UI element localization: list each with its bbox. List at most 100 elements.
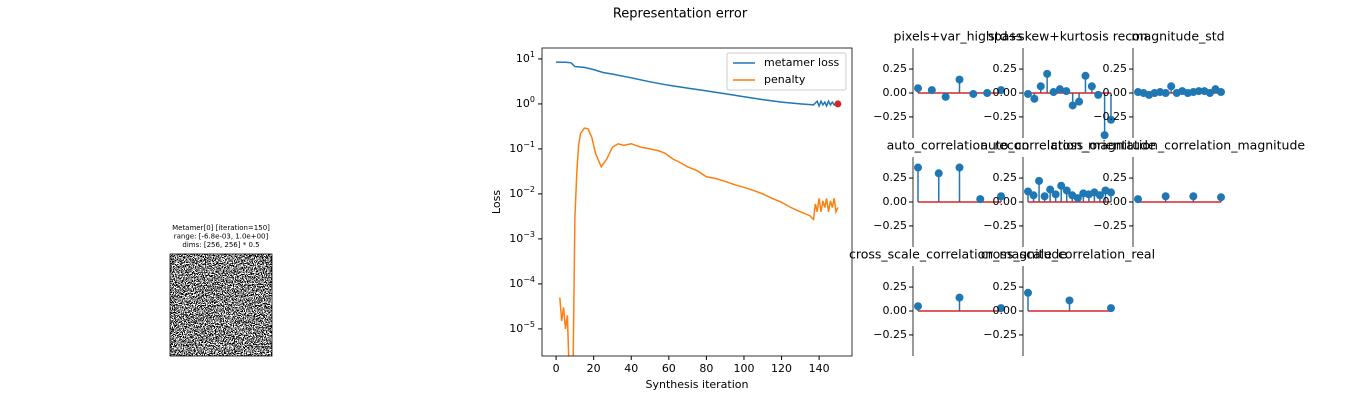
tick-exponent: −2 bbox=[523, 184, 535, 193]
tick-base: 10 bbox=[509, 322, 523, 335]
y-tick-label: 0.25 bbox=[993, 280, 1018, 293]
legend-box bbox=[726, 52, 847, 91]
stem-marker bbox=[1062, 186, 1071, 195]
y-tick-label: 0.25 bbox=[883, 171, 908, 184]
axes-frame bbox=[541, 47, 853, 357]
x-tick-label: 60 bbox=[662, 362, 676, 375]
tick-base: 10 bbox=[516, 97, 530, 110]
y-tick-label: 10−1 bbox=[509, 139, 535, 155]
stem-marker bbox=[927, 86, 936, 95]
y-tick-label: 0.00 bbox=[993, 304, 1018, 317]
stem-marker bbox=[976, 195, 985, 204]
y-tick-label: −0.25 bbox=[983, 219, 1017, 232]
subplot-title: pixels+var_highpass bbox=[894, 29, 1023, 44]
y-tick-label: 10−3 bbox=[509, 229, 535, 245]
y-tick-label: −0.25 bbox=[1093, 219, 1127, 232]
tick-base: 10 bbox=[509, 142, 523, 155]
y-axis-label: Loss bbox=[490, 190, 503, 214]
stem-marker bbox=[1051, 190, 1060, 199]
stem-marker bbox=[1094, 90, 1103, 99]
y-tick-label: 0.00 bbox=[993, 195, 1018, 208]
y-tick-label: 101 bbox=[516, 49, 535, 65]
stem-marker bbox=[955, 75, 964, 84]
tick-exponent: 1 bbox=[530, 49, 535, 58]
legend-label: metamer loss bbox=[764, 56, 840, 69]
y-tick-label: 0.25 bbox=[883, 62, 908, 75]
y-tick-label: 0.00 bbox=[883, 304, 908, 317]
stem-marker bbox=[1134, 195, 1142, 204]
plot-area bbox=[556, 61, 839, 356]
y-tick-label: 0.25 bbox=[993, 62, 1018, 75]
stem-marker bbox=[969, 89, 978, 98]
y-tick-label: 0.25 bbox=[993, 171, 1018, 184]
image-title: range: [-6.8e-03, 1.0e+00] bbox=[174, 233, 269, 241]
subplot-title: std+skew+kurtosis recon bbox=[988, 29, 1147, 44]
y-tick-label: 10−4 bbox=[509, 274, 535, 290]
stem-marker bbox=[941, 92, 950, 101]
x-tick-label: 80 bbox=[699, 362, 713, 375]
x-tick-label: 40 bbox=[624, 362, 638, 375]
loss-line bbox=[559, 127, 839, 356]
stem-marker bbox=[1057, 181, 1066, 190]
y-tick-label: 100 bbox=[516, 94, 535, 110]
image-frame bbox=[169, 253, 273, 357]
stem-marker bbox=[1073, 194, 1082, 203]
y-tick-label: −0.25 bbox=[983, 110, 1017, 123]
stem-marker bbox=[1081, 71, 1090, 80]
y-tick-label: 0.25 bbox=[1103, 62, 1128, 75]
y-tick-label: −0.25 bbox=[983, 328, 1017, 341]
suptitle: Representation error bbox=[613, 7, 748, 22]
stem-marker bbox=[1217, 193, 1225, 202]
stem-marker bbox=[1161, 192, 1170, 201]
stem-marker bbox=[1095, 191, 1104, 200]
tick-base: 10 bbox=[516, 52, 530, 65]
y-tick-label: 0.00 bbox=[993, 86, 1018, 99]
stem-marker bbox=[914, 84, 922, 93]
stem-marker bbox=[983, 89, 992, 97]
stem-marker bbox=[997, 304, 1005, 313]
stem-marker bbox=[1046, 185, 1055, 194]
stem-marker bbox=[914, 302, 922, 311]
subplot-title: cross_orientation_correlation_magnitude bbox=[1051, 138, 1306, 153]
stem-marker bbox=[1024, 89, 1032, 98]
stem-marker bbox=[934, 169, 943, 178]
y-tick-label: −0.25 bbox=[873, 328, 907, 341]
stem-marker bbox=[1100, 131, 1109, 140]
subplot-title: cross_scale_correlation_real bbox=[981, 247, 1155, 262]
stem-marker bbox=[1024, 288, 1032, 297]
stem-marker bbox=[1065, 296, 1074, 305]
stem-marker bbox=[1107, 115, 1115, 124]
subplot-title: auto_correlation_recon bbox=[887, 138, 1030, 153]
y-tick-label: 0.25 bbox=[1103, 171, 1128, 184]
stem-marker bbox=[1035, 176, 1044, 185]
y-tick-label: 0.00 bbox=[1103, 195, 1128, 208]
y-tick-label: 0.00 bbox=[1103, 86, 1128, 99]
y-tick-label: 0.00 bbox=[883, 86, 908, 99]
tick-exponent: −3 bbox=[523, 229, 535, 238]
subplot-title: magnitude_std bbox=[1131, 29, 1224, 44]
tick-base: 10 bbox=[509, 277, 523, 290]
metamer-image bbox=[170, 254, 272, 356]
stem-marker bbox=[1036, 82, 1045, 91]
stem-marker bbox=[1161, 89, 1170, 97]
y-tick-label: −0.25 bbox=[873, 110, 907, 123]
tick-exponent: −1 bbox=[523, 139, 535, 148]
y-tick-label: −0.25 bbox=[873, 219, 907, 232]
x-tick-label: 20 bbox=[587, 362, 601, 375]
stem-marker bbox=[1075, 97, 1084, 106]
stem-marker bbox=[1030, 94, 1039, 103]
y-tick-label: −0.25 bbox=[1093, 110, 1127, 123]
stem-marker bbox=[1040, 192, 1049, 201]
tick-exponent: −5 bbox=[523, 319, 535, 328]
x-tick-label: 140 bbox=[809, 362, 830, 375]
y-tick-label: 0.00 bbox=[883, 195, 908, 208]
stem-marker bbox=[1055, 85, 1064, 94]
loss-line bbox=[556, 61, 839, 109]
stem-marker bbox=[955, 293, 964, 302]
y-tick-label: 0.25 bbox=[883, 280, 908, 293]
tick-exponent: 0 bbox=[530, 94, 535, 103]
stem-marker bbox=[1194, 87, 1203, 96]
y-tick-label: 10−2 bbox=[509, 184, 535, 200]
subplot-title: auto_correlation_magnitude bbox=[980, 138, 1156, 153]
